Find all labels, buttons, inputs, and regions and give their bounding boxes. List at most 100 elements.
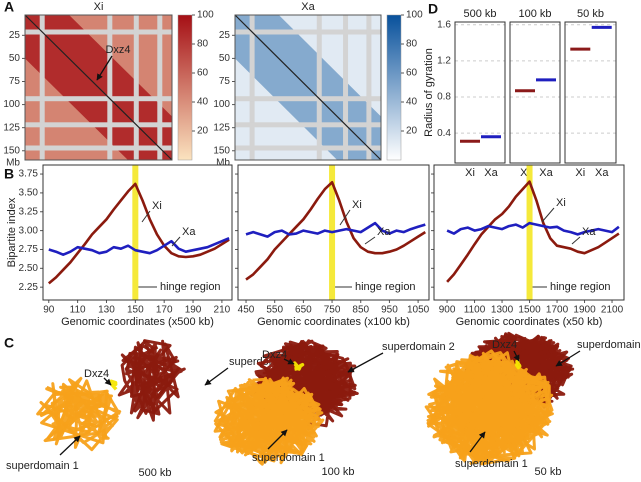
- chromosome-trace: [109, 379, 118, 391]
- colorbar-tick-label: 40: [406, 97, 418, 108]
- heatmap-title: Xa: [301, 1, 315, 13]
- plot-frame: [433, 164, 625, 301]
- x-tick-label: 2100: [601, 305, 624, 316]
- chromosome-trace: [260, 342, 359, 422]
- x-tick-label: Xa: [539, 167, 553, 179]
- y-axis-label: Bipartite index: [6, 197, 18, 267]
- x-tick-label: 190: [185, 305, 202, 316]
- x-tick-label: Xi: [520, 167, 530, 179]
- y-tick-label: 3.50: [19, 188, 39, 199]
- annotation-leader: [571, 236, 581, 245]
- heatmap-gap-col: [249, 15, 255, 160]
- series-annotation: Xa: [182, 226, 196, 238]
- x-tick-label: 210: [214, 305, 231, 316]
- structure-arrow: [469, 431, 486, 453]
- series-annotation: Xa: [377, 226, 391, 238]
- y-tick-label: 2.50: [19, 263, 39, 274]
- heatmap-gap-col: [157, 15, 163, 160]
- series-line: [446, 221, 620, 236]
- structure-label: superdomain 2: [382, 341, 455, 353]
- heatmap-gap-row: [235, 122, 381, 128]
- x-tick-label: 150: [127, 305, 144, 316]
- heatmap-gap-col: [343, 15, 349, 160]
- y-tick-label: 75: [9, 76, 21, 87]
- structure-arrow: [103, 377, 112, 386]
- colorbar: [386, 14, 402, 161]
- series-line: [48, 237, 230, 256]
- x-axis-label: Genomic coordinates (x500 kb): [61, 316, 214, 328]
- colorbar-tick-label: 100: [406, 10, 423, 21]
- heatmap-gap-row: [235, 96, 381, 102]
- colorbar-tick-label: 60: [406, 68, 418, 79]
- colorbar-tick-label: 100: [197, 10, 214, 21]
- annotation-arrow: [96, 55, 113, 81]
- y-tick-label: 75: [219, 76, 231, 87]
- structure-label: superdomain 1: [455, 458, 528, 470]
- heatmap-gap-row: [235, 145, 381, 151]
- structure-label: Dxz4: [492, 339, 517, 351]
- x-tick-label: Xa: [595, 167, 609, 179]
- x-tick-label: 1300: [491, 305, 514, 316]
- panel-label: B: [4, 166, 14, 182]
- y-tick-label: 25: [9, 30, 21, 41]
- x-tick-label: 650: [295, 305, 312, 316]
- y-unit: Mb: [216, 158, 230, 169]
- structure-arrow: [283, 358, 295, 365]
- colorbar-tick-label: 80: [197, 39, 209, 50]
- colorbar: [177, 14, 193, 161]
- series-annotation: Xi: [352, 199, 362, 211]
- heatmap-gap-row: [235, 29, 381, 35]
- annotation: Dxz4: [105, 44, 130, 56]
- structure-arrow: [513, 350, 520, 362]
- hinge-label: hinge region: [550, 281, 611, 293]
- y-tick-label: 25: [219, 30, 231, 41]
- heatmap-gap-row: [25, 29, 172, 35]
- annotation-leader: [541, 207, 555, 223]
- x-axis-label: Genomic coordinates (x100 kb): [257, 316, 410, 328]
- structure-title: 100 kb: [321, 466, 354, 478]
- heatmap-gap-col: [133, 15, 139, 160]
- chromosome-trace: [214, 376, 324, 466]
- structure-arrow: [347, 352, 384, 373]
- x-tick-label: 450: [238, 305, 255, 316]
- hinge-band: [526, 165, 533, 300]
- chromosome-trace: [121, 341, 180, 420]
- x-tick-label: 1050: [407, 305, 430, 316]
- facet-frame: [564, 21, 617, 164]
- structure-label: superdomain 2: [577, 339, 641, 351]
- y-tick-label: 125: [3, 122, 20, 133]
- structure-label: superdomain 1: [252, 452, 325, 464]
- chromosome-trace: [292, 361, 305, 371]
- x-tick-label: 750: [324, 305, 341, 316]
- y-tick-label: 150: [3, 145, 20, 156]
- x-axis-label: Genomic coordinates (x50 kb): [456, 316, 603, 328]
- y-tick-label: 2.25: [19, 282, 39, 293]
- y-tick-label: 3.25: [19, 206, 39, 217]
- hinge-label: hinge region: [160, 281, 221, 293]
- panel-label: D: [428, 1, 438, 17]
- annotation-leader: [141, 210, 151, 223]
- x-tick-label: 1500: [518, 305, 541, 316]
- x-tick-label: 90: [43, 305, 55, 316]
- y-tick-label: 125: [213, 122, 230, 133]
- x-tick-label: Xa: [484, 167, 498, 179]
- colorbar-tick-label: 20: [197, 126, 209, 137]
- structure-arrow: [267, 429, 288, 450]
- y-tick-label: 100: [3, 99, 20, 110]
- x-tick-label: 850: [352, 305, 369, 316]
- heatmap-frame: [24, 14, 173, 161]
- colorbar-tick-label: 40: [197, 97, 209, 108]
- structure-title: 50 kb: [535, 466, 562, 478]
- x-tick-label: 1100: [464, 305, 486, 316]
- heatmap-title: Xi: [94, 1, 104, 13]
- x-tick-label: 110: [70, 305, 86, 316]
- heatmap-gap-row: [25, 122, 172, 128]
- heatmap-gap-col: [107, 15, 113, 160]
- hinge-label: hinge region: [355, 281, 416, 293]
- annotation-leader: [171, 236, 181, 247]
- structure-arrow: [59, 435, 81, 456]
- y-tick-label: 50: [9, 53, 21, 64]
- x-tick-label: 550: [266, 305, 283, 316]
